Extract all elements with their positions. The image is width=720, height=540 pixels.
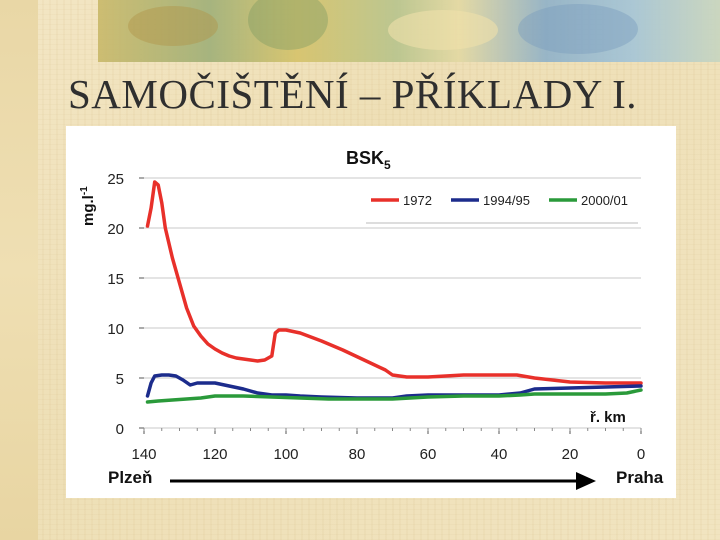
x-tick-label: 0 bbox=[637, 446, 645, 463]
banner-leaf-shape bbox=[128, 6, 218, 46]
direction-start-label: Plzeň bbox=[108, 468, 152, 487]
direction-end-label: Praha bbox=[616, 468, 664, 487]
banner-leaf-shape bbox=[248, 0, 328, 50]
x-tick-label: 100 bbox=[273, 446, 298, 463]
y-tick-label: 20 bbox=[107, 221, 124, 238]
slide-title: SAMOČIŠTĚNÍ – PŘÍKLADY I. bbox=[68, 71, 638, 117]
series-lines bbox=[145, 180, 643, 404]
y-tick-label: 10 bbox=[107, 321, 124, 338]
legend-label: 1994/95 bbox=[483, 193, 530, 208]
chart-panel: BSK5 mg.l-1 25 20 15 10 5 0 140 120 100 80 60 40 20… bbox=[66, 126, 676, 498]
left-decor-strip bbox=[0, 0, 38, 540]
banner-flower-shape bbox=[518, 4, 638, 54]
legend-box bbox=[366, 182, 638, 224]
legend-label: 2000/01 bbox=[581, 193, 628, 208]
y-tick-label: 15 bbox=[107, 271, 124, 288]
x-tick-label: 60 bbox=[420, 446, 437, 463]
x-tick-label: 120 bbox=[202, 446, 227, 463]
chart-title: BSK5 bbox=[346, 148, 391, 172]
x-tick-label: 20 bbox=[562, 446, 579, 463]
series-line-1972 bbox=[145, 180, 643, 385]
banner-leaf-shape bbox=[388, 10, 498, 50]
x-tick-label: 80 bbox=[349, 446, 366, 463]
y-tick-label: 5 bbox=[116, 371, 124, 388]
bsk5-line-chart: BSK5 mg.l-1 25 20 15 10 5 0 140 120 100 80 60 40 20… bbox=[79, 148, 664, 490]
x-axis-label: ř. km bbox=[590, 409, 626, 426]
chart-legend: 1972 1994/95 2000/01 bbox=[366, 182, 638, 224]
direction-arrow-head bbox=[576, 472, 596, 490]
series-line-2000-01 bbox=[145, 388, 643, 404]
top-decor-banner bbox=[98, 0, 720, 62]
x-tick-label: 40 bbox=[491, 446, 508, 463]
y-tick-label: 0 bbox=[116, 421, 124, 438]
legend-label: 1972 bbox=[403, 193, 432, 208]
y-axis-label: mg.l-1 bbox=[79, 186, 97, 226]
y-tick-label: 25 bbox=[107, 171, 124, 188]
x-tick-labels: 140 120 100 80 60 40 20 0 bbox=[131, 428, 645, 463]
y-tick-labels: 25 20 15 10 5 0 bbox=[107, 171, 124, 438]
x-tick-label: 140 bbox=[131, 446, 156, 463]
